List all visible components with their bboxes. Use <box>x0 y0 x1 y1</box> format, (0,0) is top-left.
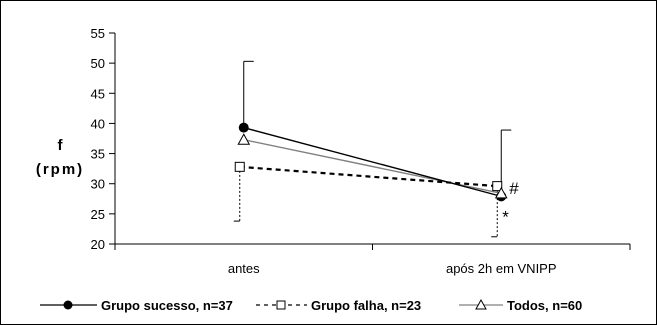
y-tick-label: 50 <box>91 56 105 71</box>
marker-open-triangle <box>237 133 251 145</box>
x-ticks: antes após 2h em VNIPP <box>114 244 631 276</box>
series-lines <box>239 126 502 198</box>
series-line-1 <box>239 165 498 188</box>
y-tick-label: 55 <box>91 26 105 41</box>
annotation-hash: # <box>509 179 519 198</box>
series-markers <box>234 122 508 202</box>
y-tick-label: 40 <box>91 116 105 131</box>
legend-label-todos: Todos, n=60 <box>507 298 582 313</box>
y-tick-label: 25 <box>91 207 105 222</box>
error-bars <box>233 60 512 238</box>
legend-marker-open-triangle <box>475 298 487 310</box>
legend-marker-open-square <box>276 300 286 310</box>
marker-open-triangle <box>494 186 508 199</box>
marker-open-square <box>492 181 503 192</box>
series-line-2 <box>243 139 502 195</box>
x-tick-label: antes <box>228 261 260 276</box>
y-tick-label: 20 <box>91 237 105 252</box>
legend: Grupo sucesso, n=37 Grupo falha, n=23 To… <box>40 298 582 313</box>
y-tick-label: 45 <box>91 86 105 101</box>
y-tick-label: 30 <box>91 177 105 192</box>
y-tick-label: 35 <box>91 147 105 162</box>
y-axis-label-line1: f <box>58 137 64 154</box>
marker-filled-circle <box>238 122 249 133</box>
y-axis-label-line2: (rpm) <box>36 161 84 178</box>
annotation-star: * <box>502 207 509 226</box>
legend-label-grupo-falha: Grupo falha, n=23 <box>311 298 421 313</box>
marker-open-square <box>234 161 245 172</box>
series-line-0 <box>243 126 502 198</box>
x-tick-label: após 2h em VNIPP <box>446 261 557 276</box>
legend-marker-filled-circle <box>63 300 73 310</box>
y-ticks: 20 25 30 35 40 45 50 55 <box>91 26 115 252</box>
legend-label-grupo-sucesso: Grupo sucesso, n=37 <box>101 298 233 313</box>
